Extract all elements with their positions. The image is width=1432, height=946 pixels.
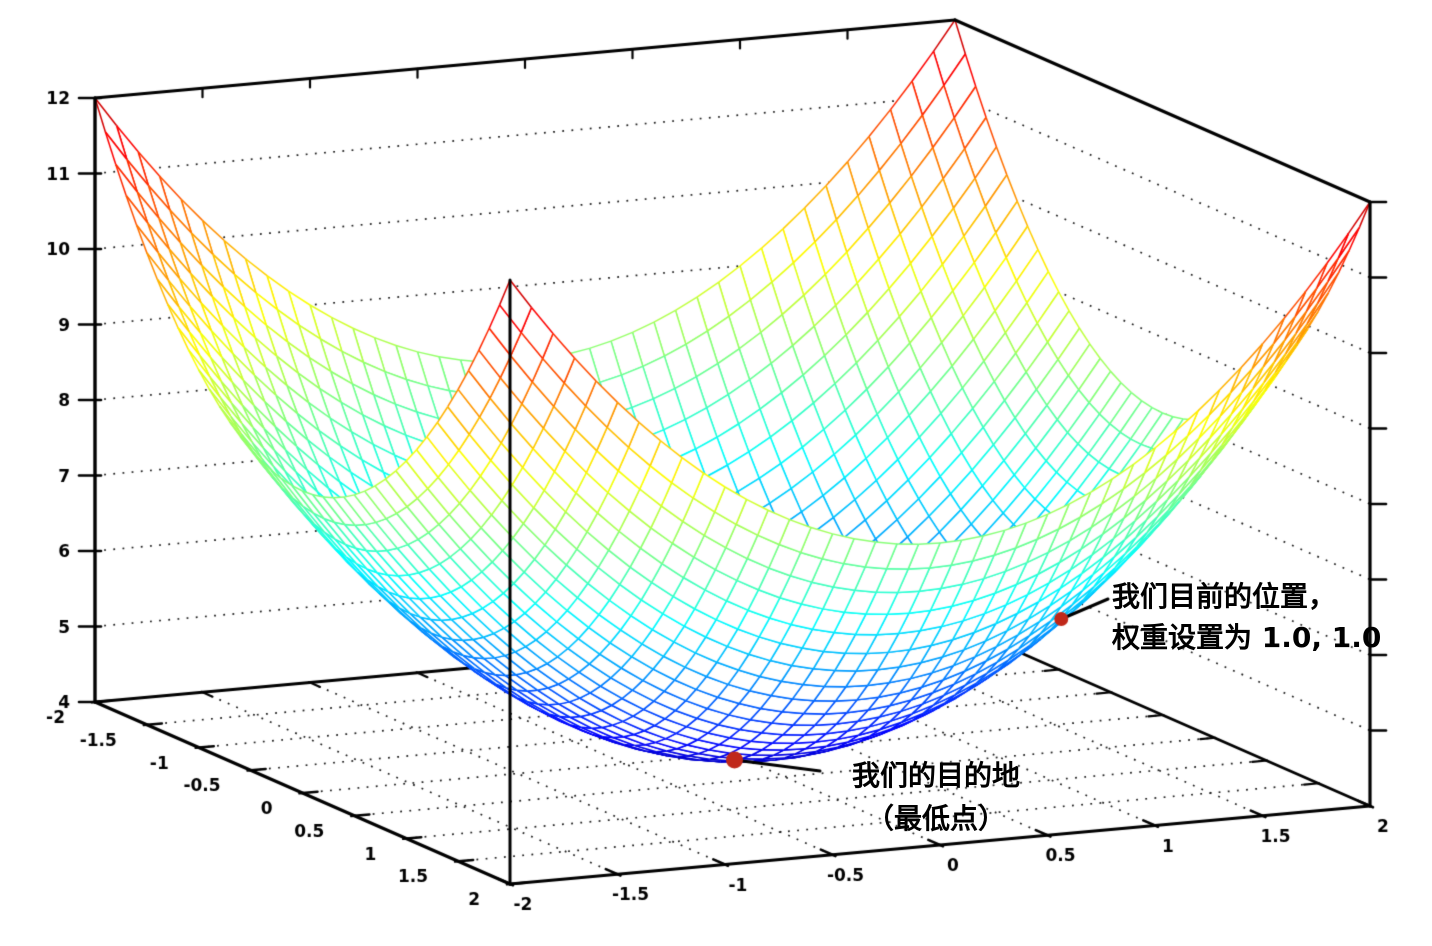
annotation-current-position: 我们目前的位置， 权重设置为 1.0, 1.0	[1112, 576, 1381, 658]
annotation-destination-line1: 我们的目的地	[851, 759, 1020, 792]
annotation-current-position-line2: 权重设置为 1.0, 1.0	[1112, 621, 1382, 654]
annotation-destination: 我们的目的地 （最低点）	[840, 754, 1032, 840]
annotation-current-position-line1: 我们目前的位置，	[1112, 580, 1337, 613]
annotation-destination-line2: （最低点）	[865, 802, 1006, 835]
